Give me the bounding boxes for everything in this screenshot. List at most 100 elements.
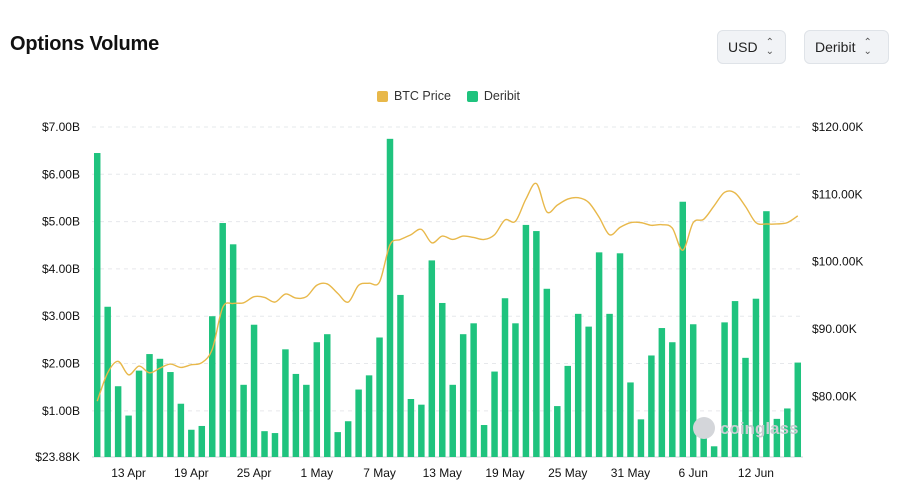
right-y-axis: $80.00K $90.00K $100.00K $110.00K $120.00K bbox=[812, 120, 863, 403]
right-axis-tick-label: $80.00K bbox=[812, 389, 857, 403]
deribit-bar[interactable] bbox=[669, 342, 676, 457]
deribit-bar[interactable] bbox=[595, 252, 603, 457]
deribit-bar[interactable] bbox=[710, 446, 718, 457]
right-axis-tick-label: $110.00K bbox=[812, 187, 863, 201]
deribit-bar[interactable] bbox=[188, 429, 195, 457]
deribit-bar[interactable] bbox=[689, 324, 697, 457]
right-axis-tick-label: $120.00K bbox=[812, 120, 863, 134]
currency-select-label: USD bbox=[728, 39, 758, 55]
deribit-bar[interactable] bbox=[177, 403, 185, 457]
legend-item-btc-price[interactable]: BTC Price bbox=[376, 89, 451, 103]
deribit-bar[interactable] bbox=[679, 201, 686, 457]
deribit-bar[interactable] bbox=[700, 425, 707, 457]
deribit-bar[interactable] bbox=[397, 294, 404, 457]
deribit-bar[interactable] bbox=[564, 365, 571, 457]
deribit-bar[interactable] bbox=[418, 404, 425, 457]
deribit-bar[interactable] bbox=[731, 301, 739, 457]
legend-swatch-deribit bbox=[466, 90, 478, 102]
deribit-bar[interactable] bbox=[386, 138, 394, 457]
deribit-bar[interactable] bbox=[156, 358, 164, 457]
page-title: Options Volume bbox=[10, 33, 160, 55]
deribit-bar[interactable] bbox=[334, 432, 341, 457]
deribit-bar[interactable] bbox=[146, 354, 153, 457]
x-axis-tick-label: 25 Apr bbox=[237, 466, 272, 480]
deribit-bar[interactable] bbox=[250, 324, 258, 457]
deribit-bar[interactable] bbox=[721, 322, 728, 457]
deribit-bar[interactable] bbox=[470, 323, 477, 457]
deribit-bar[interactable] bbox=[93, 153, 101, 457]
deribit-bar[interactable] bbox=[533, 231, 540, 457]
deribit-bar[interactable] bbox=[585, 326, 592, 457]
deribit-bar[interactable] bbox=[198, 425, 206, 457]
deribit-bar[interactable] bbox=[135, 370, 143, 457]
x-axis-tick-label: 13 Apr bbox=[111, 466, 146, 480]
legend-swatch-btc-price bbox=[376, 90, 388, 102]
deribit-bar[interactable] bbox=[574, 313, 582, 457]
deribit-bar[interactable] bbox=[606, 313, 613, 457]
deribit-bar[interactable] bbox=[439, 302, 446, 457]
deribit-bar[interactable] bbox=[282, 349, 289, 457]
deribit-bar[interactable] bbox=[543, 288, 551, 457]
deribit-bar[interactable] bbox=[742, 357, 749, 457]
deribit-bar[interactable] bbox=[229, 244, 237, 457]
deribit-bar[interactable] bbox=[637, 419, 645, 457]
deribit-bar[interactable] bbox=[407, 399, 415, 457]
deribit-bar[interactable] bbox=[616, 253, 624, 457]
left-y-axis: $23.88K $1.00B $2.00B $3.00B $4.00B $5.00B $6.… bbox=[35, 120, 80, 464]
deribit-bar[interactable] bbox=[303, 384, 310, 457]
deribit-bar[interactable] bbox=[271, 433, 279, 457]
chevron-up-down-icon: ⌃ ⌄ bbox=[863, 37, 872, 57]
deribit-bar[interactable] bbox=[324, 334, 331, 457]
deribit-bar[interactable] bbox=[794, 362, 802, 457]
deribit-bar[interactable] bbox=[104, 306, 111, 457]
deribit-bar[interactable] bbox=[491, 371, 498, 457]
deribit-bar[interactable] bbox=[344, 421, 352, 457]
btc-price-line[interactable] bbox=[96, 182, 799, 402]
deribit-bar[interactable] bbox=[167, 372, 174, 457]
deribit-bar[interactable] bbox=[752, 298, 760, 457]
left-axis-tick-label: $1.00B bbox=[42, 404, 80, 418]
deribit-bar[interactable] bbox=[209, 316, 216, 457]
deribit-bar[interactable] bbox=[355, 389, 362, 457]
deribit-bar[interactable] bbox=[376, 337, 383, 458]
exchange-select[interactable]: Deribit ⌃ ⌄ bbox=[804, 30, 889, 64]
legend-item-deribit[interactable]: Deribit bbox=[466, 89, 520, 103]
deribit-bar[interactable] bbox=[459, 334, 467, 457]
deribit-bar[interactable] bbox=[240, 384, 247, 457]
deribit-bar[interactable] bbox=[648, 355, 655, 457]
watermark: coinglass bbox=[693, 417, 798, 439]
x-axis-tick-label: 19 Apr bbox=[174, 466, 209, 480]
coinglass-logo-icon bbox=[693, 417, 715, 439]
chart-legend: BTC Price Deribit bbox=[0, 89, 897, 103]
right-axis-tick-label: $100.00K bbox=[812, 255, 863, 269]
deribit-bar[interactable] bbox=[313, 342, 321, 457]
currency-select[interactable]: USD ⌃ ⌄ bbox=[717, 30, 786, 64]
deribit-bar[interactable] bbox=[480, 425, 488, 457]
x-axis-tick-label: 31 May bbox=[611, 466, 650, 480]
deribit-bar[interactable] bbox=[114, 386, 122, 457]
deribit-bar[interactable] bbox=[219, 223, 226, 457]
left-axis-tick-label: $4.00B bbox=[42, 262, 80, 276]
deribit-bar[interactable] bbox=[428, 260, 436, 457]
x-axis-tick-label: 13 May bbox=[423, 466, 462, 480]
deribit-bar[interactable] bbox=[125, 415, 132, 457]
deribit-bar[interactable] bbox=[365, 375, 373, 457]
deribit-bar[interactable] bbox=[554, 406, 561, 457]
chevron-up-down-icon: ⌃ ⌄ bbox=[765, 37, 774, 57]
btc-price-line-group bbox=[96, 182, 799, 402]
deribit-bar[interactable] bbox=[784, 408, 791, 457]
deribit-bar[interactable] bbox=[261, 431, 268, 457]
right-axis-tick-label: $90.00K bbox=[812, 322, 857, 336]
deribit-bar[interactable] bbox=[522, 224, 530, 457]
deribit-bar[interactable] bbox=[763, 211, 770, 457]
x-axis-tick-label: 12 Jun bbox=[738, 466, 774, 480]
x-axis-tick-label: 19 May bbox=[485, 466, 524, 480]
deribit-bar[interactable] bbox=[449, 384, 456, 457]
deribit-bar[interactable] bbox=[773, 418, 781, 457]
deribit-bar[interactable] bbox=[627, 382, 634, 457]
deribit-bar[interactable] bbox=[501, 298, 509, 457]
deribit-bar[interactable] bbox=[292, 373, 300, 457]
deribit-bar[interactable] bbox=[512, 323, 519, 457]
deribit-bar[interactable] bbox=[658, 328, 666, 457]
x-axis: 13 Apr 19 Apr 25 Apr 1 May 7 May 13 May 19 May… bbox=[111, 466, 774, 480]
